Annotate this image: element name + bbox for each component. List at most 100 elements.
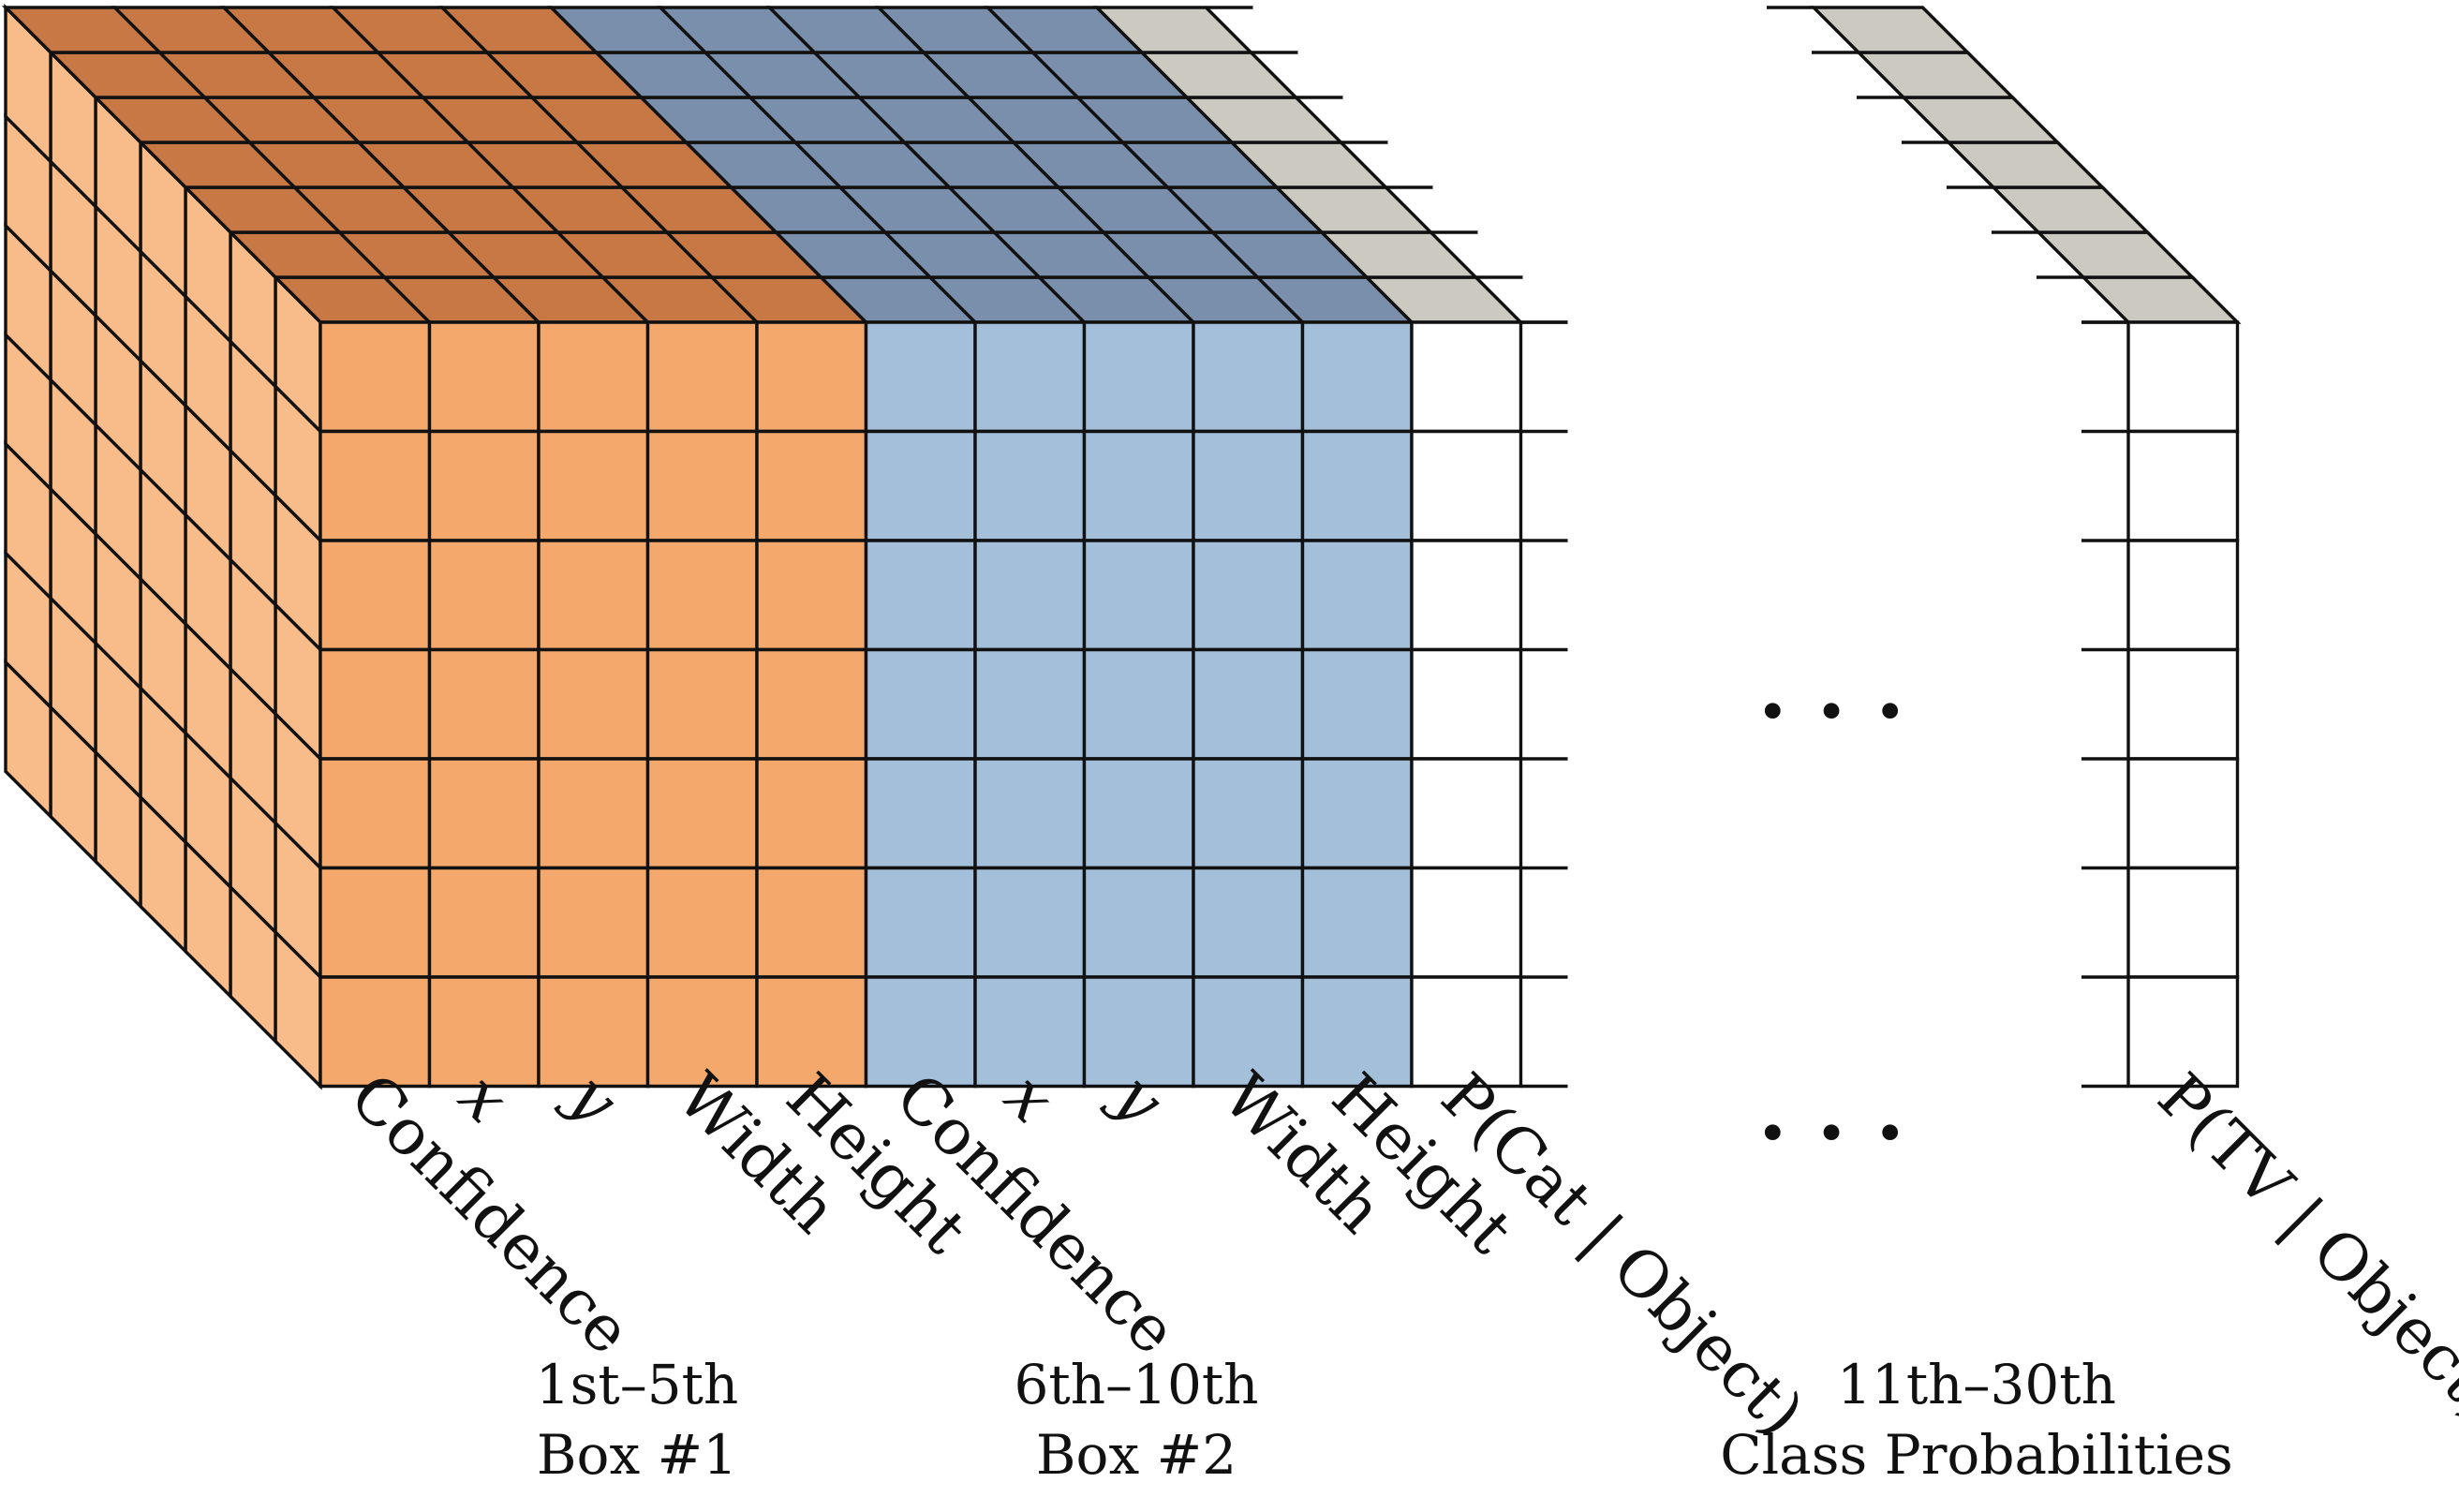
front-cell — [318, 866, 432, 979]
front-cell — [537, 539, 650, 652]
front-cell — [1082, 866, 1195, 979]
front-cell — [1300, 647, 1414, 761]
ellipsis-bottom: · · · — [1758, 1083, 1905, 1182]
front-cell — [318, 647, 432, 761]
front-cell — [1300, 757, 1414, 870]
front-cell — [973, 757, 1087, 870]
front-cell — [973, 975, 1087, 1089]
front-cell — [427, 647, 541, 761]
front-cell — [645, 429, 759, 542]
front-cell — [1410, 429, 1523, 542]
front-cell — [1410, 757, 1523, 870]
front-cell — [1300, 429, 1414, 542]
front-cell — [645, 757, 759, 870]
front-cell — [1192, 757, 1305, 870]
tensor-cube — [1, 3, 1568, 1090]
front-cell — [427, 975, 541, 1089]
slice-front-cell — [2126, 647, 2240, 761]
front-cell — [1410, 866, 1523, 979]
front-cell — [427, 429, 541, 542]
front-cell — [1082, 429, 1195, 542]
slice-front-cell — [2126, 429, 2240, 542]
front-cell — [973, 647, 1087, 761]
front-cell — [645, 647, 759, 761]
front-cell — [973, 866, 1087, 979]
front-cell — [864, 757, 977, 870]
front-cell — [427, 866, 541, 979]
front-cell — [1300, 320, 1414, 434]
front-cell — [1410, 975, 1523, 1089]
front-cell — [864, 429, 977, 542]
front-cell — [864, 866, 977, 979]
front-cell — [318, 539, 432, 652]
front-cell — [318, 757, 432, 870]
front-cell — [864, 975, 977, 1089]
channel-label-last: P(TV | Object) — [2143, 1060, 2459, 1433]
front-cell — [537, 866, 650, 979]
front-cell — [1410, 539, 1523, 652]
front-cell — [537, 429, 650, 542]
front-cell — [1192, 429, 1305, 542]
front-cell — [537, 320, 650, 434]
side-cell — [4, 658, 52, 821]
front-cell — [318, 429, 432, 542]
front-cell — [973, 539, 1087, 652]
front-cell — [537, 975, 650, 1089]
front-cell — [755, 429, 868, 542]
front-cell — [645, 539, 759, 652]
front-cell — [1192, 866, 1305, 979]
front-cell — [755, 539, 868, 652]
slice-top-cell — [2079, 275, 2242, 324]
front-cell — [318, 320, 432, 434]
front-cell — [973, 429, 1087, 542]
classes-name-caption: Class Probabilities — [1720, 1423, 2233, 1487]
slice-front-cell — [2126, 539, 2240, 652]
slice-front-cell — [2126, 975, 2240, 1089]
slice-top-cell — [1944, 141, 2107, 189]
front-cell — [427, 539, 541, 652]
front-cell — [645, 975, 759, 1089]
front-cell — [1192, 320, 1305, 434]
slice-top-cell — [1989, 185, 2152, 234]
front-cell — [1082, 647, 1195, 761]
front-cell — [755, 647, 868, 761]
box1-range-caption: 1st–5th — [536, 1353, 739, 1416]
last-class-slice — [1767, 6, 2242, 1089]
front-cell — [1082, 757, 1195, 870]
front-cell — [1410, 320, 1523, 434]
front-cell — [864, 320, 977, 434]
slice-top-cell — [1899, 96, 2062, 144]
front-cell — [755, 866, 868, 979]
slice-top-cell — [1854, 51, 2017, 99]
slice-front-cell — [2126, 757, 2240, 870]
front-cell — [645, 866, 759, 979]
front-cell — [427, 757, 541, 870]
front-cell — [1082, 320, 1195, 434]
front-cell — [973, 320, 1087, 434]
slice-top-cell — [2034, 230, 2197, 279]
front-cell — [1192, 975, 1305, 1089]
front-cell — [1300, 866, 1414, 979]
ellipsis-middle: · · · — [1758, 661, 1905, 761]
front-cell — [1082, 975, 1195, 1089]
slice-front-cell — [2126, 320, 2240, 434]
front-cell — [318, 975, 432, 1089]
front-cell — [1192, 647, 1305, 761]
front-cell — [1300, 539, 1414, 652]
front-cell — [1300, 975, 1414, 1089]
box2-name-caption: Box #2 — [1036, 1423, 1237, 1487]
front-cell — [755, 320, 868, 434]
front-cell — [755, 975, 868, 1089]
front-cell — [427, 320, 541, 434]
classes-range-caption: 11th–30th — [1837, 1353, 2116, 1416]
front-cell — [864, 647, 977, 761]
slice-front-cell — [2126, 866, 2240, 979]
front-cell — [1192, 539, 1305, 652]
front-cell — [1410, 647, 1523, 761]
box1-name-caption: Box #1 — [537, 1423, 737, 1487]
front-cell — [1082, 539, 1195, 652]
front-cell — [755, 757, 868, 870]
box2-range-caption: 6th–10th — [1014, 1353, 1258, 1416]
front-cell — [537, 757, 650, 870]
